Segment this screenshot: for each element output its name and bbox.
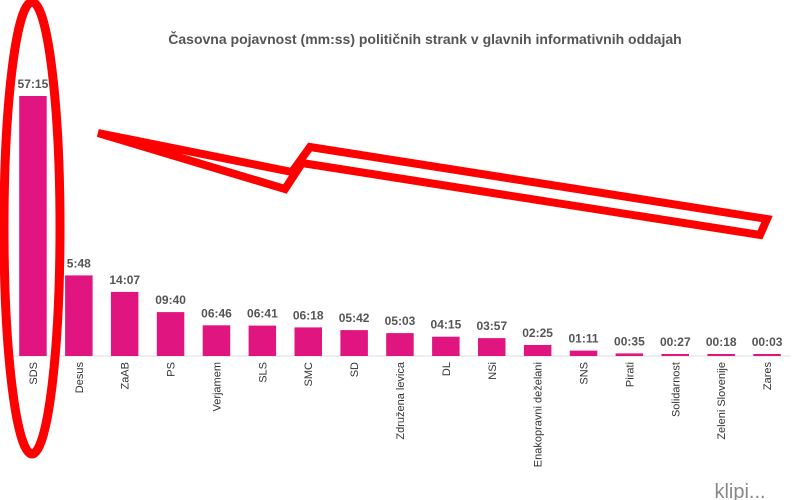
brand-logo: klipi...: [714, 481, 765, 500]
category-label: NSi: [487, 362, 499, 380]
bar-zdru-ena-levica: [386, 333, 414, 356]
category-label: Verjamem: [212, 362, 224, 412]
category-label: SD: [349, 362, 361, 377]
value-label: 09:40: [155, 293, 186, 307]
bar-sns: [569, 350, 598, 356]
category-label: Zares: [762, 362, 774, 391]
value-labels-group: 57:15 5:48 14:07 09:40 06:46 06:41 06:18 05:42 0…: [18, 77, 783, 349]
value-label: 00:18: [706, 335, 737, 349]
category-label: SLS: [257, 362, 269, 383]
category-label: SMC: [303, 362, 315, 387]
category-label: SDS: [28, 362, 40, 385]
annotation-group: [0, 0, 773, 459]
value-label: 06:41: [247, 307, 278, 321]
value-label: 14:07: [109, 273, 140, 287]
category-label: Solidarnost: [670, 362, 682, 417]
category-label: DL: [441, 362, 453, 376]
value-label: 57:15: [18, 77, 49, 91]
bar-dl: [432, 336, 460, 356]
bar-sds: [19, 96, 47, 356]
bars-group: [19, 96, 781, 356]
category-labels-group: SDS Desus ZaAB PS Verjamem SLS SMC SD Združena l…: [28, 361, 774, 467]
value-label: 04:15: [431, 318, 462, 332]
bar-enakopravni-de-elani: [523, 345, 552, 356]
category-label: SNS: [579, 362, 591, 385]
bar-nsi: [478, 338, 506, 356]
bar-solidarnost: [661, 354, 689, 356]
bar-smc: [294, 327, 322, 356]
bar-desus: [65, 275, 93, 356]
value-label: 02:25: [522, 326, 553, 340]
value-label: 00:27: [660, 335, 691, 349]
category-label: Pirati: [624, 362, 636, 387]
chart-title: Časovna pojavnost (mm:ss) političnih str…: [168, 30, 681, 47]
bar-sd: [340, 330, 368, 356]
value-label: 06:46: [201, 306, 232, 320]
value-label: 06:18: [293, 308, 324, 322]
category-label: ZaAB: [120, 362, 132, 390]
bar-zeleni-slovenije: [707, 354, 735, 356]
value-label: 03:57: [476, 319, 507, 333]
bar-zares: [753, 354, 781, 356]
highlight-ellipse: [0, 0, 65, 459]
bar-sls: [248, 325, 277, 356]
category-label: Zeleni Slovenije: [716, 362, 728, 440]
category-label: PS: [166, 362, 178, 377]
value-label: 01:11: [568, 332, 598, 346]
bar-ps: [156, 312, 185, 356]
category-label: Desus: [74, 362, 86, 394]
bar-pirati: [615, 353, 644, 356]
bar-verjamem: [202, 325, 231, 356]
category-label: Združena levica: [395, 361, 407, 440]
value-label: 05:03: [385, 314, 416, 328]
value-label: 5:48: [67, 256, 91, 270]
bar-zaab: [110, 291, 139, 356]
value-label: 00:35: [614, 334, 645, 348]
value-label: 05:42: [339, 311, 370, 325]
category-label: Enakopravni deželani: [533, 362, 545, 467]
value-label: 00:03: [752, 335, 783, 349]
highlight-arrow: [96, 129, 773, 240]
